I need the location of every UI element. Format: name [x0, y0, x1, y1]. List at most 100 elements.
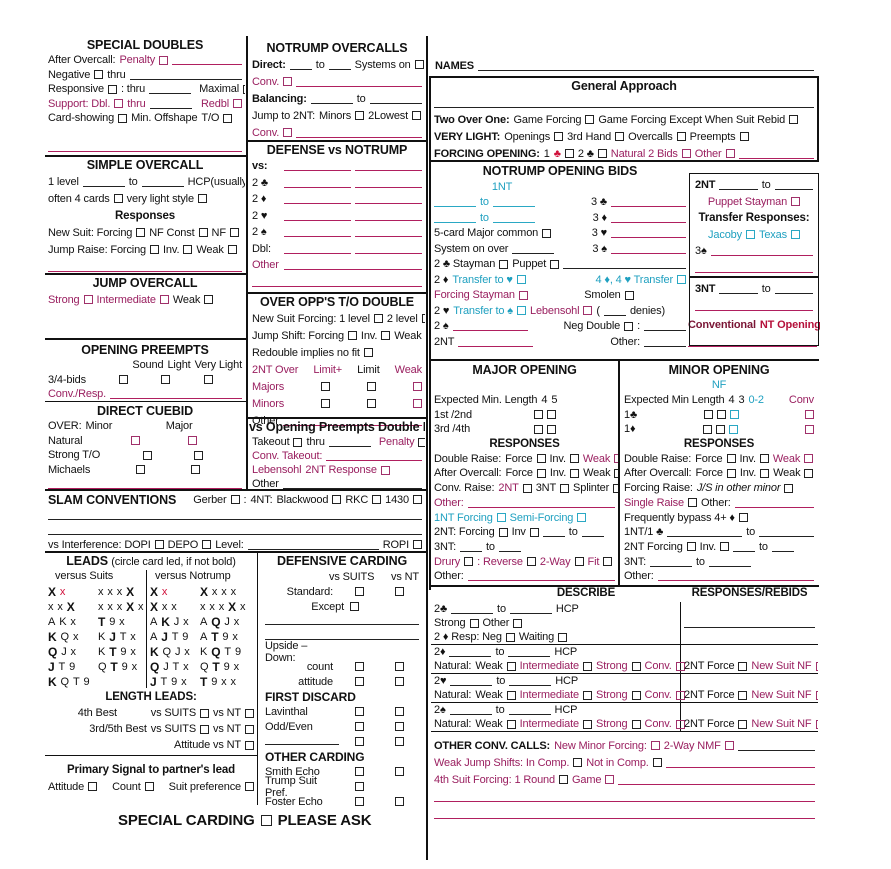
fill-in-field[interactable] — [247, 540, 379, 550]
checkbox[interactable] — [161, 375, 171, 385]
checkbox[interactable] — [759, 454, 769, 464]
fill-in-field[interactable] — [774, 284, 813, 294]
except-checkbox[interactable] — [350, 602, 359, 611]
checkbox[interactable] — [725, 149, 735, 158]
vs-nt-checkbox[interactable] — [394, 587, 404, 596]
checkbox[interactable] — [245, 740, 254, 750]
checkbox[interactable] — [506, 661, 516, 671]
checkbox[interactable] — [194, 450, 204, 460]
checkbox[interactable] — [367, 399, 377, 408]
fill-in-field[interactable] — [737, 741, 815, 751]
fill-in-field[interactable] — [355, 161, 422, 172]
checkbox[interactable] — [745, 230, 755, 240]
fill-in-field[interactable] — [369, 94, 422, 104]
fill-in-field[interactable] — [265, 615, 419, 625]
checkbox[interactable] — [702, 424, 712, 434]
fill-in-field[interactable] — [48, 510, 422, 520]
checkbox[interactable] — [372, 495, 382, 504]
checkbox[interactable] — [498, 527, 508, 537]
vs-suits-checkbox[interactable] — [354, 722, 364, 731]
checkbox[interactable] — [583, 719, 593, 729]
checkbox[interactable] — [518, 290, 528, 300]
fill-in-field[interactable] — [284, 194, 351, 205]
fill-in-field[interactable] — [449, 647, 492, 657]
checkbox[interactable] — [469, 618, 479, 628]
checkbox[interactable] — [118, 113, 128, 123]
checkbox[interactable] — [631, 719, 641, 729]
checkbox[interactable] — [513, 618, 523, 628]
fill-in-field[interactable] — [284, 227, 351, 238]
checkbox[interactable] — [724, 741, 734, 750]
fill-in-field[interactable] — [452, 321, 528, 332]
checkbox[interactable] — [652, 758, 662, 767]
checkbox[interactable] — [321, 382, 331, 391]
fill-in-field[interactable] — [644, 321, 686, 332]
vs-suits-checkbox[interactable] — [354, 737, 364, 746]
checkbox[interactable] — [183, 245, 193, 254]
checkbox[interactable] — [130, 436, 140, 446]
checkbox[interactable] — [615, 132, 625, 141]
fill-in-field[interactable] — [296, 77, 422, 87]
fill-in-field[interactable] — [284, 178, 351, 188]
fill-in-field[interactable] — [328, 437, 371, 447]
checkbox[interactable] — [159, 55, 169, 65]
fill-in-field[interactable] — [667, 527, 743, 538]
fill-in-field[interactable] — [282, 416, 422, 426]
vs-suits-checkbox[interactable] — [354, 782, 364, 791]
checkbox[interactable] — [624, 321, 634, 331]
fill-in-field[interactable] — [355, 178, 422, 188]
checkbox[interactable] — [650, 741, 660, 750]
checkbox[interactable] — [94, 70, 104, 80]
checkbox[interactable] — [191, 465, 201, 475]
checkbox[interactable] — [570, 468, 580, 478]
checkbox[interactable] — [119, 375, 129, 385]
checkbox[interactable] — [283, 128, 293, 137]
checkbox[interactable] — [789, 115, 799, 124]
fill-in-field[interactable] — [48, 142, 242, 153]
checkbox[interactable] — [230, 495, 240, 504]
checkbox[interactable] — [715, 424, 725, 434]
vs-suits-checkbox[interactable] — [354, 677, 364, 686]
checkbox[interactable] — [413, 399, 423, 408]
checkbox[interactable] — [677, 275, 686, 285]
checkbox[interactable] — [550, 259, 560, 269]
checkbox[interactable] — [506, 690, 516, 700]
fill-in-field[interactable] — [355, 227, 422, 238]
checkbox[interactable] — [245, 724, 254, 734]
lead-cell[interactable] — [98, 675, 150, 689]
fill-in-field[interactable] — [449, 705, 492, 715]
fill-in-field[interactable] — [284, 244, 351, 254]
checkbox[interactable] — [675, 719, 685, 729]
checkbox[interactable] — [577, 513, 587, 523]
checkbox[interactable] — [728, 424, 738, 434]
checkbox[interactable] — [223, 113, 233, 123]
vs-nt-checkbox[interactable] — [394, 677, 404, 686]
fill-in-field[interactable] — [458, 337, 534, 347]
fill-in-field[interactable] — [129, 70, 242, 80]
fill-in-field[interactable] — [512, 244, 555, 254]
fill-in-field[interactable] — [650, 557, 693, 567]
fill-in-field[interactable] — [149, 84, 192, 95]
vs-nt-checkbox[interactable] — [394, 737, 404, 746]
checkbox[interactable] — [739, 132, 749, 141]
fill-in-field[interactable] — [467, 498, 615, 508]
checkbox[interactable] — [597, 149, 607, 158]
checkbox[interactable] — [200, 724, 210, 734]
checkbox[interactable] — [505, 632, 515, 642]
fill-in-field[interactable] — [284, 260, 422, 271]
checkbox[interactable] — [624, 290, 634, 300]
checkbox[interactable] — [681, 149, 691, 158]
fill-in-field[interactable] — [172, 55, 242, 66]
checkbox[interactable] — [464, 557, 474, 567]
checkbox[interactable] — [413, 382, 423, 391]
checkbox[interactable] — [421, 314, 425, 323]
fill-in-field[interactable] — [774, 180, 813, 191]
